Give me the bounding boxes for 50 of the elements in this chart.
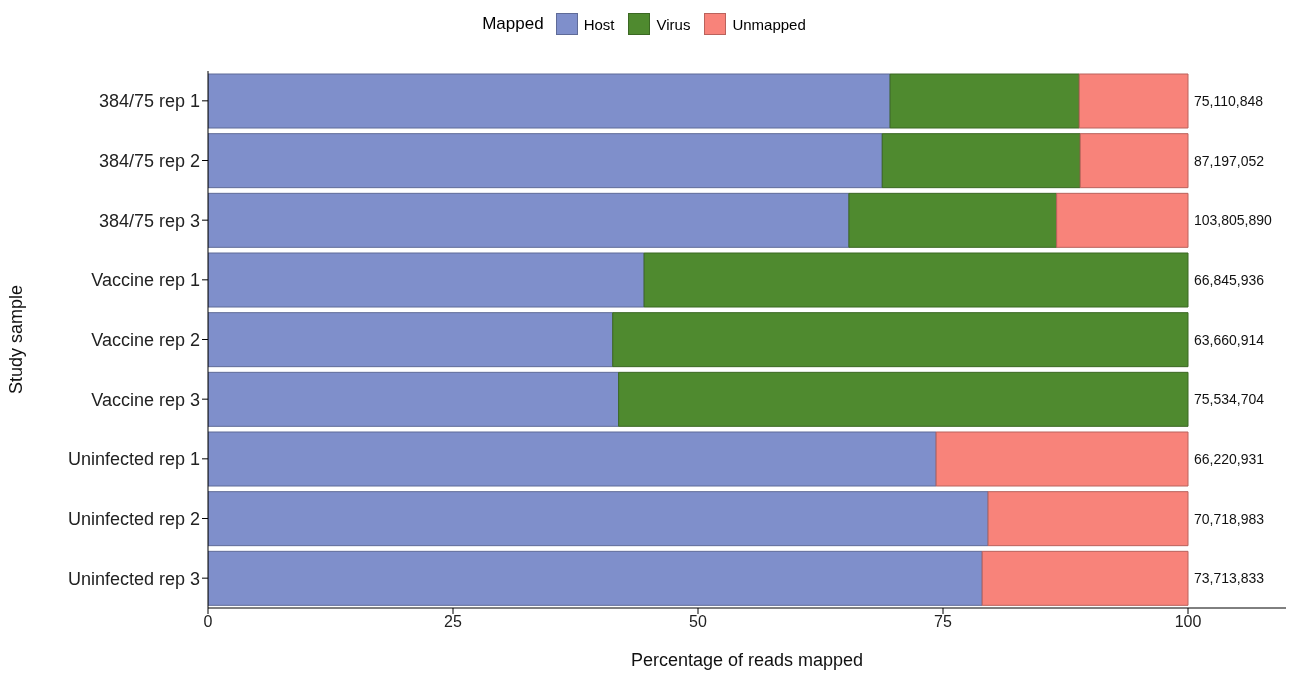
bar [935,431,1189,487]
bar [208,491,989,547]
bar [208,431,937,487]
annotation: 66,845,936 [1194,271,1265,288]
legend-label: Virus [655,14,691,35]
bar [208,133,883,189]
x-tick-label: 25 [444,613,462,631]
bar [889,73,1080,129]
bar [208,73,891,129]
x-axis-title: Percentage of reads mapped [630,650,864,670]
bar [208,252,645,308]
annotation: 75,110,848 [1194,92,1264,109]
bar [618,371,1189,427]
bar [881,133,1081,189]
annotation: 87,197,052 [1194,152,1265,169]
bar [208,371,620,427]
bar [643,252,1189,308]
x-tick-label: 50 [689,613,707,631]
bar [208,192,850,248]
bar [987,491,1189,547]
legend-label: Unmapped [731,14,806,35]
legend-label: Host [582,14,615,35]
y-tick-label: Uninfected rep 3 [67,568,200,589]
y-axis-title: Study sample [6,284,26,395]
x-tick-label: 100 [1174,613,1202,631]
bar [1078,73,1189,129]
annotation: 66,220,931 [1194,450,1265,467]
y-tick-label: Uninfected rep 2 [67,508,200,529]
annotation: 70,718,983 [1194,510,1265,527]
bar [208,550,983,606]
y-tick-label: Vaccine rep 2 [91,329,200,350]
y-tick-label: Uninfected rep 1 [67,449,200,470]
y-tick-label: Vaccine rep 3 [91,389,200,410]
bar [208,312,614,368]
y-tick-label: 384/75 rep 2 [98,150,200,171]
legend-title: Mapped [482,14,544,34]
bar [981,550,1189,606]
x-tick-label: 0 [203,613,213,631]
annotation: 103,805,890 [1194,212,1273,229]
y-tick-label: 384/75 rep 3 [98,210,200,231]
bar [1079,133,1189,189]
y-tick-label: 384/75 rep 1 [98,91,200,112]
x-tick-label: 75 [934,613,952,631]
bar [848,192,1058,248]
y-tick-label: Vaccine rep 1 [91,270,200,291]
bar [1056,192,1189,248]
annotation: 63,660,914 [1194,331,1265,348]
bar [612,312,1189,368]
annotation: 75,534,704 [1194,391,1265,408]
annotation: 73,713,833 [1194,570,1265,587]
